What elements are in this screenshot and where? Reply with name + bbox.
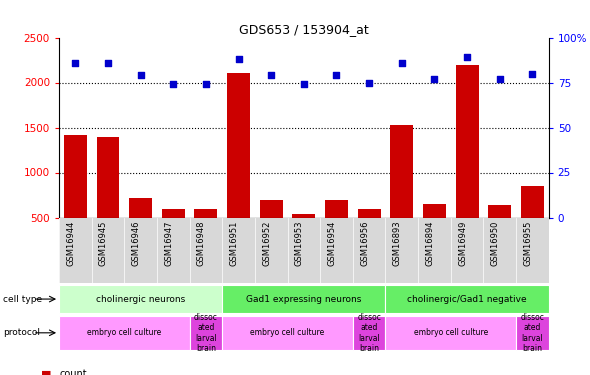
- Bar: [293, 214, 315, 262]
- Text: GSM16944: GSM16944: [66, 221, 76, 266]
- Text: GSM16952: GSM16952: [262, 221, 271, 266]
- Bar: [385, 316, 516, 350]
- Bar: [489, 205, 511, 262]
- Text: GSM16953: GSM16953: [295, 221, 304, 266]
- Point: [495, 76, 504, 82]
- Bar: [358, 209, 381, 262]
- Text: GSM16955: GSM16955: [523, 221, 532, 266]
- Point: [71, 60, 80, 66]
- Text: dissoc
ated
larval
brain: dissoc ated larval brain: [520, 313, 545, 353]
- Bar: [260, 200, 283, 262]
- Bar: [385, 285, 549, 314]
- Point: [397, 60, 407, 66]
- Bar: [129, 198, 152, 262]
- Text: Gad1 expressing neurons: Gad1 expressing neurons: [246, 295, 362, 304]
- Bar: [353, 316, 385, 350]
- Bar: [195, 209, 217, 262]
- Bar: [325, 200, 348, 262]
- Bar: [189, 316, 222, 350]
- Text: GSM16947: GSM16947: [164, 221, 173, 266]
- Text: GSM16954: GSM16954: [327, 221, 336, 266]
- Point: [169, 81, 178, 87]
- Bar: [391, 125, 413, 262]
- Point: [267, 72, 276, 78]
- Bar: [64, 135, 87, 262]
- Text: count: count: [59, 369, 87, 375]
- Point: [430, 76, 439, 82]
- Bar: [222, 285, 385, 314]
- Bar: [59, 285, 222, 314]
- Title: GDS653 / 153904_at: GDS653 / 153904_at: [239, 23, 369, 36]
- Text: dissoc
ated
larval
brain: dissoc ated larval brain: [357, 313, 381, 353]
- Bar: [162, 209, 185, 262]
- Text: protocol: protocol: [3, 328, 40, 338]
- Text: GSM16949: GSM16949: [458, 221, 467, 266]
- Bar: [423, 204, 446, 262]
- Bar: [516, 316, 549, 350]
- Text: dissoc
ated
larval
brain: dissoc ated larval brain: [194, 313, 218, 353]
- Point: [103, 60, 113, 66]
- Point: [201, 81, 211, 87]
- Text: ■: ■: [41, 369, 52, 375]
- Point: [234, 56, 243, 62]
- Text: GSM16950: GSM16950: [491, 221, 500, 266]
- Text: GSM16951: GSM16951: [230, 221, 238, 266]
- Point: [136, 72, 145, 78]
- Point: [527, 70, 537, 76]
- Bar: [59, 316, 189, 350]
- Bar: [521, 186, 544, 262]
- Text: cholinergic/Gad1 negative: cholinergic/Gad1 negative: [407, 295, 527, 304]
- Text: cholinergic neurons: cholinergic neurons: [96, 295, 185, 304]
- Point: [299, 81, 309, 87]
- Text: GSM16893: GSM16893: [393, 221, 402, 266]
- Text: embryo cell culture: embryo cell culture: [87, 328, 162, 338]
- Bar: [97, 136, 119, 262]
- Bar: [455, 64, 478, 262]
- Point: [332, 72, 341, 78]
- Text: cell type: cell type: [3, 295, 42, 304]
- Text: embryo cell culture: embryo cell culture: [250, 328, 324, 338]
- Text: GSM16946: GSM16946: [132, 221, 140, 266]
- Point: [463, 54, 472, 60]
- Text: GSM16945: GSM16945: [99, 221, 108, 266]
- Bar: [222, 316, 353, 350]
- Text: GSM16948: GSM16948: [197, 221, 206, 266]
- Point: [365, 80, 374, 86]
- Bar: [227, 73, 250, 262]
- Text: GSM16956: GSM16956: [360, 221, 369, 266]
- Text: GSM16894: GSM16894: [425, 221, 434, 266]
- Text: embryo cell culture: embryo cell culture: [414, 328, 488, 338]
